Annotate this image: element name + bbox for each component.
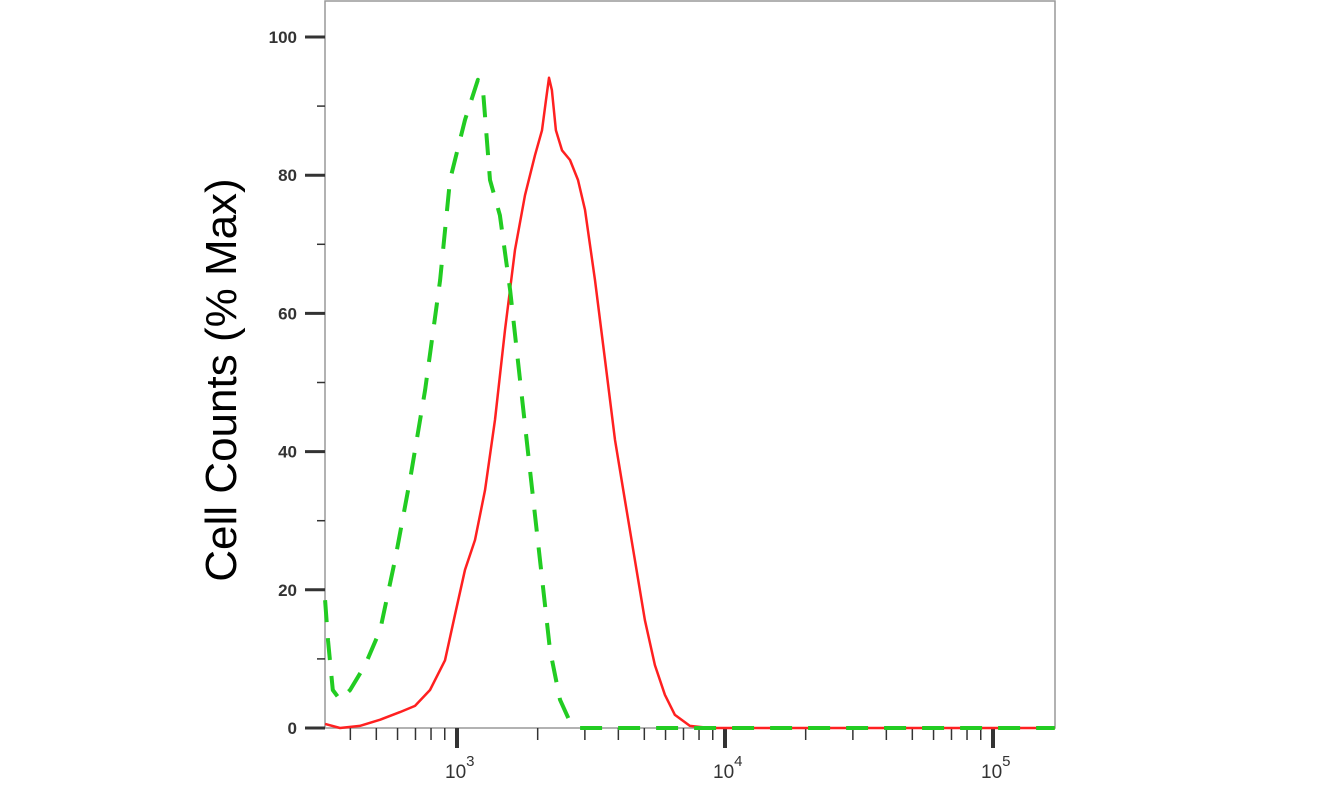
x-tick-label: 104 bbox=[713, 753, 742, 783]
x-tick-label: 103 bbox=[445, 753, 474, 783]
series-line-sample-solid bbox=[324, 76, 1055, 730]
y-tick-label: 0 bbox=[288, 719, 297, 738]
y-tick-label: 100 bbox=[269, 28, 297, 47]
y-tick-label: 80 bbox=[278, 166, 297, 185]
y-tick-label: 60 bbox=[278, 304, 297, 323]
y-tick-label: 40 bbox=[278, 443, 297, 462]
y-tick-label: 20 bbox=[278, 581, 297, 600]
x-tick-label: 105 bbox=[981, 753, 1010, 783]
series-line-control-dashed bbox=[323, 77, 1055, 730]
plot-frame bbox=[324, 0, 1056, 729]
